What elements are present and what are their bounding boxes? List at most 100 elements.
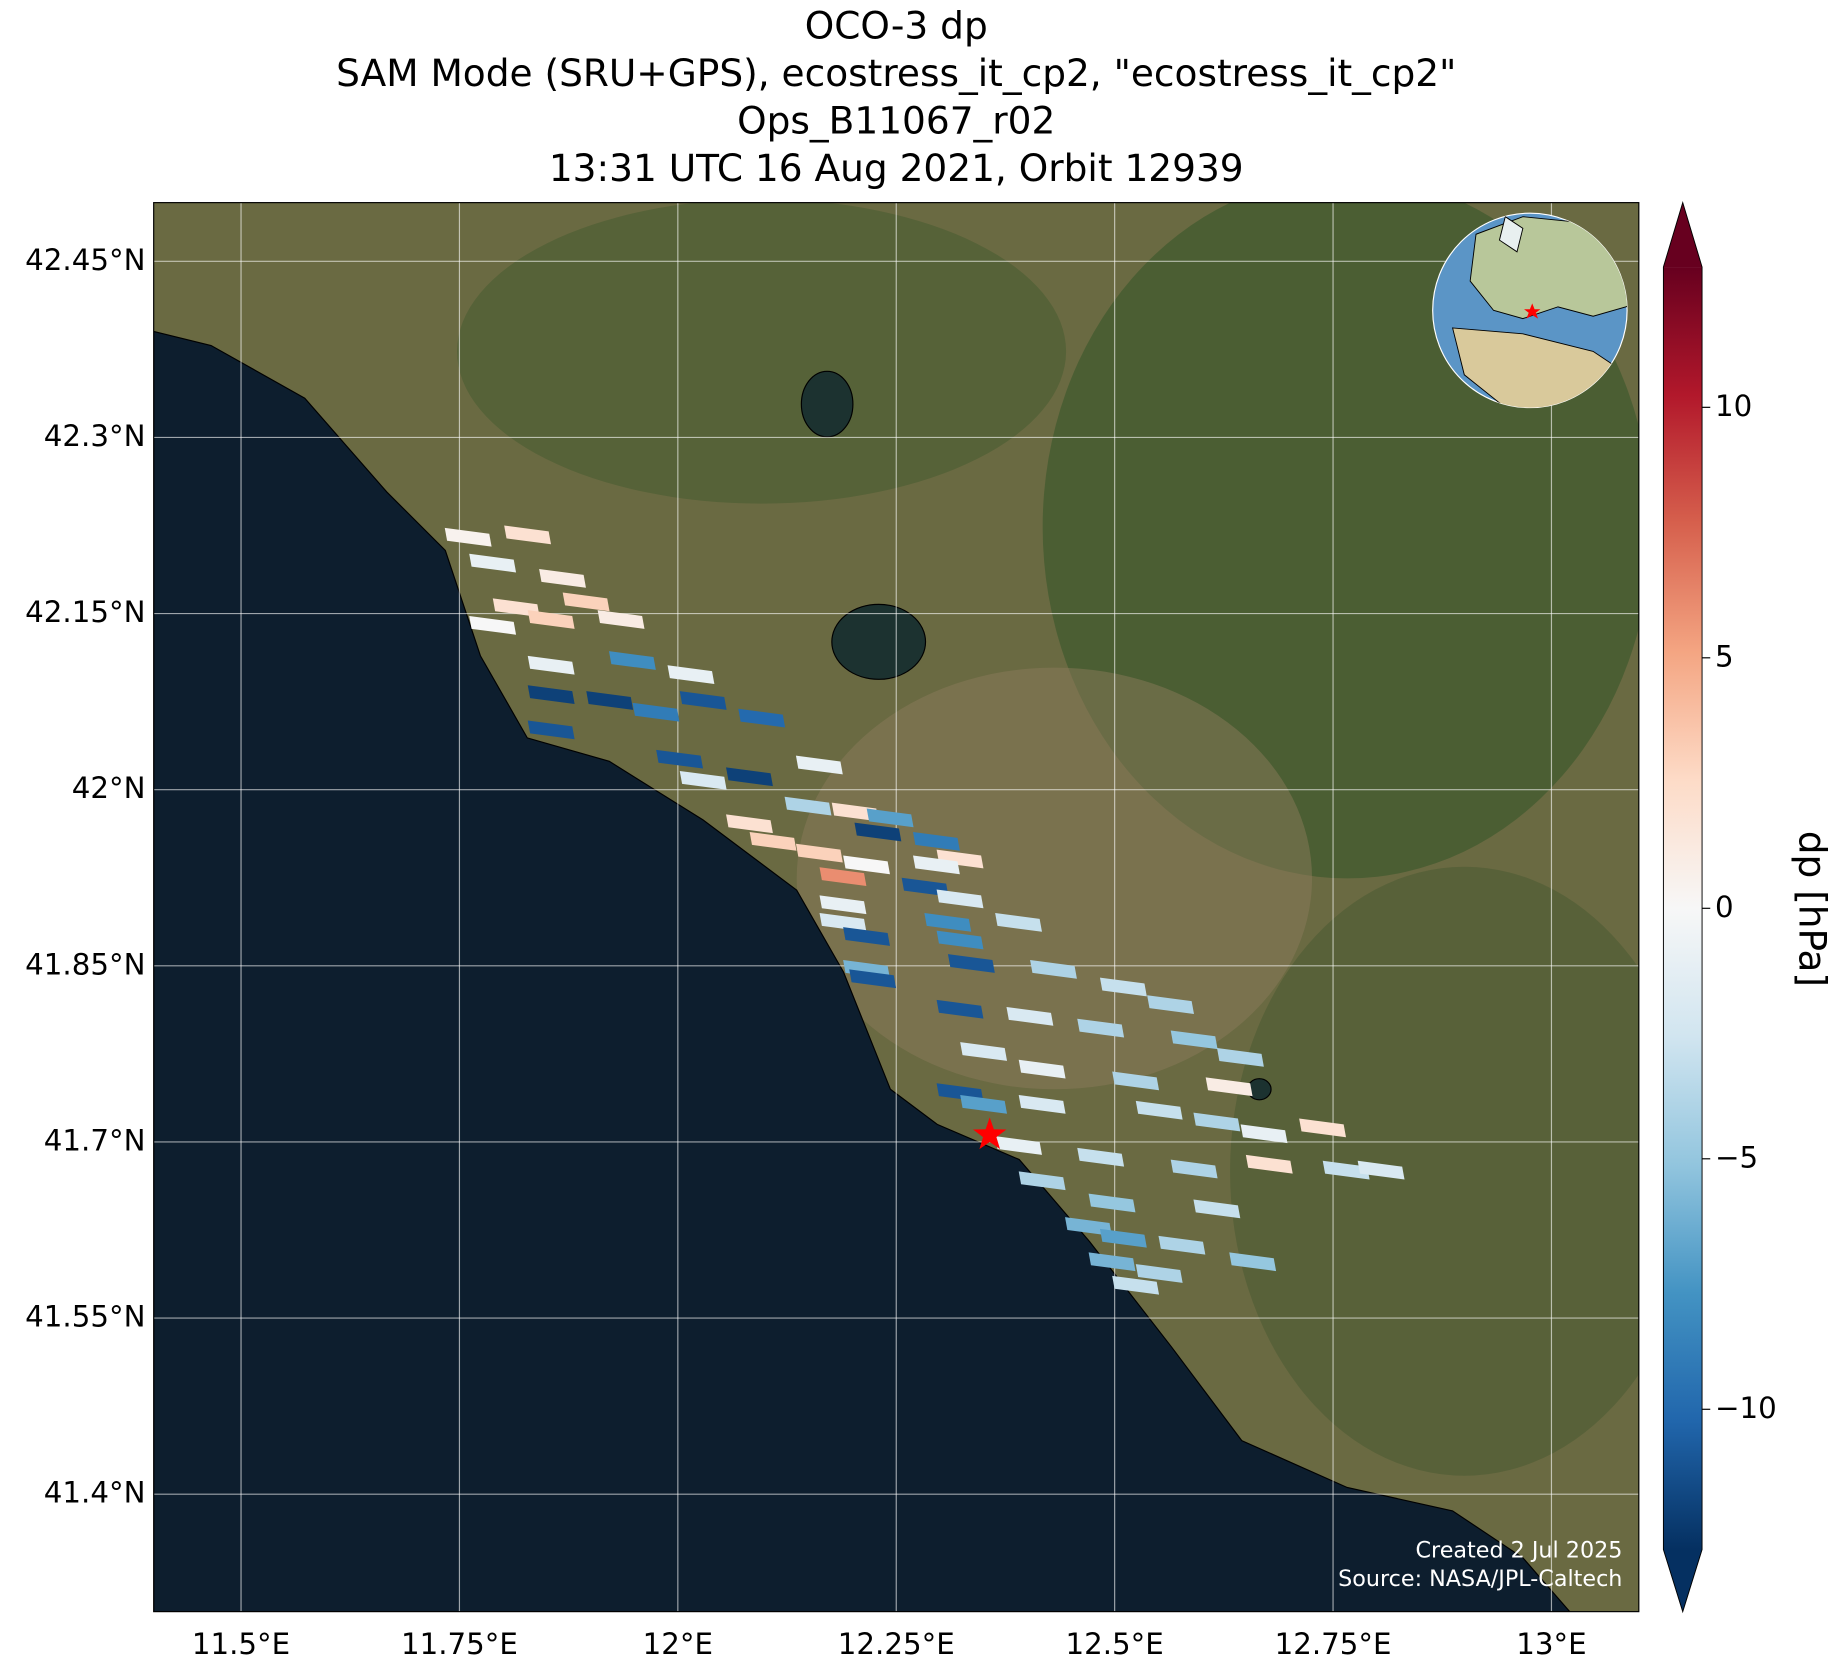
sounding <box>784 796 832 816</box>
y-tick-label: 42.3°N <box>44 419 146 453</box>
land-texture <box>796 667 1313 1090</box>
sounding <box>749 832 797 851</box>
target <box>973 1117 1007 1150</box>
target-marker <box>973 1117 1007 1150</box>
sounding <box>738 708 786 728</box>
y-tick-label: 42°N <box>72 771 146 805</box>
sounding <box>597 610 645 629</box>
colorbar-tick-label: 0 <box>1715 890 1734 924</box>
sounding <box>1205 1077 1253 1097</box>
sounding <box>936 999 984 1019</box>
sounding <box>1322 1160 1370 1180</box>
sounding <box>819 913 867 932</box>
sounding <box>444 527 492 547</box>
sounding <box>1217 1048 1264 1067</box>
sounding <box>469 615 517 635</box>
colorbar-extend <box>1663 202 1703 268</box>
grid <box>153 202 1639 1612</box>
sounding <box>960 1042 1008 1061</box>
sounding <box>1245 1154 1293 1174</box>
sounding <box>843 855 890 875</box>
land-texture <box>457 202 1066 504</box>
sounding <box>1018 1095 1066 1114</box>
sounding <box>1229 1252 1277 1272</box>
sounding <box>656 749 704 769</box>
colorbar: −10 −5 0 5 10 <box>1662 200 1777 1614</box>
soundings <box>444 525 1405 1295</box>
sounding <box>1193 1112 1241 1132</box>
sounding <box>1158 1235 1206 1255</box>
sounding <box>667 665 715 685</box>
lake <box>800 370 854 438</box>
sounding <box>527 610 575 629</box>
sounding <box>527 720 575 740</box>
map-frame <box>153 202 1640 1613</box>
sounding <box>1077 1018 1125 1038</box>
chart-title: OCO-3 dp <box>805 4 988 48</box>
colorbar-tick-label: −5 <box>1715 1140 1758 1174</box>
lake <box>831 603 927 680</box>
sounding <box>819 895 867 915</box>
sounding <box>679 770 727 790</box>
x-tick-label: 12°E <box>643 1627 713 1661</box>
sounding <box>539 568 586 588</box>
sounding <box>854 822 902 842</box>
sounding <box>608 651 656 670</box>
map: Created 2 Jul 2025 Source: NASA/JPL-Calt… <box>153 202 1639 1612</box>
sounding <box>1006 1006 1054 1026</box>
sounding <box>901 877 949 897</box>
sounding <box>866 808 914 828</box>
sounding <box>504 525 552 545</box>
chart-title: Ops_B11067_r02 <box>737 99 1055 143</box>
sounding <box>936 889 984 909</box>
x-tick-label: 12.25°E <box>838 1627 955 1661</box>
sounding <box>960 1095 1008 1114</box>
sea <box>153 330 1571 1612</box>
sounding <box>1077 1147 1125 1167</box>
y-tick-label: 41.55°N <box>25 1300 145 1334</box>
chart-title: 13:31 UTC 16 Aug 2021, Orbit 12939 <box>549 146 1244 190</box>
sounding <box>527 685 575 704</box>
x-tick-label: 12.5°E <box>1066 1627 1164 1661</box>
sounding <box>1112 1275 1160 1295</box>
chart-title: SAM Mode (SRU+GPS), ecostress_it_cp2, "e… <box>336 51 1456 95</box>
y-tick-label: 41.7°N <box>44 1123 146 1157</box>
sounding <box>795 755 843 775</box>
sounding <box>1193 1199 1241 1219</box>
sounding <box>913 832 960 851</box>
sounding <box>1088 1252 1136 1272</box>
sounding <box>1099 1228 1147 1248</box>
sounding <box>995 1136 1042 1155</box>
sounding <box>492 598 540 618</box>
colorbar-tick-label: 5 <box>1715 639 1734 673</box>
x-tick-label: 11.5°E <box>192 1627 290 1661</box>
sounding <box>1170 1030 1218 1050</box>
sounding <box>1018 1171 1066 1191</box>
globe-ice <box>1498 215 1524 253</box>
credit: Created 2 Jul 2025 <box>1416 1538 1623 1564</box>
x-tick-label: 13°E <box>1516 1627 1586 1661</box>
sounding <box>726 814 773 834</box>
colorbar-tick-label: −10 <box>1715 1391 1777 1425</box>
sounding <box>562 592 610 612</box>
sounding <box>679 691 727 710</box>
sounding <box>1065 1217 1112 1236</box>
sounding <box>843 927 890 946</box>
sounding <box>849 969 897 989</box>
globe-inset <box>1432 212 1628 409</box>
x-tick-label: 12.75°E <box>1275 1627 1392 1661</box>
sounding <box>1357 1160 1405 1180</box>
y-tick-label: 41.85°N <box>25 947 145 981</box>
sounding <box>1135 1264 1183 1283</box>
y-tick-label: 42.45°N <box>25 243 145 277</box>
sounding <box>527 655 575 675</box>
sounding <box>947 954 995 973</box>
sounding <box>469 553 517 573</box>
land-texture <box>1230 866 1639 1476</box>
sounding <box>726 767 773 787</box>
sounding <box>1240 1124 1288 1144</box>
sounding <box>924 913 972 932</box>
